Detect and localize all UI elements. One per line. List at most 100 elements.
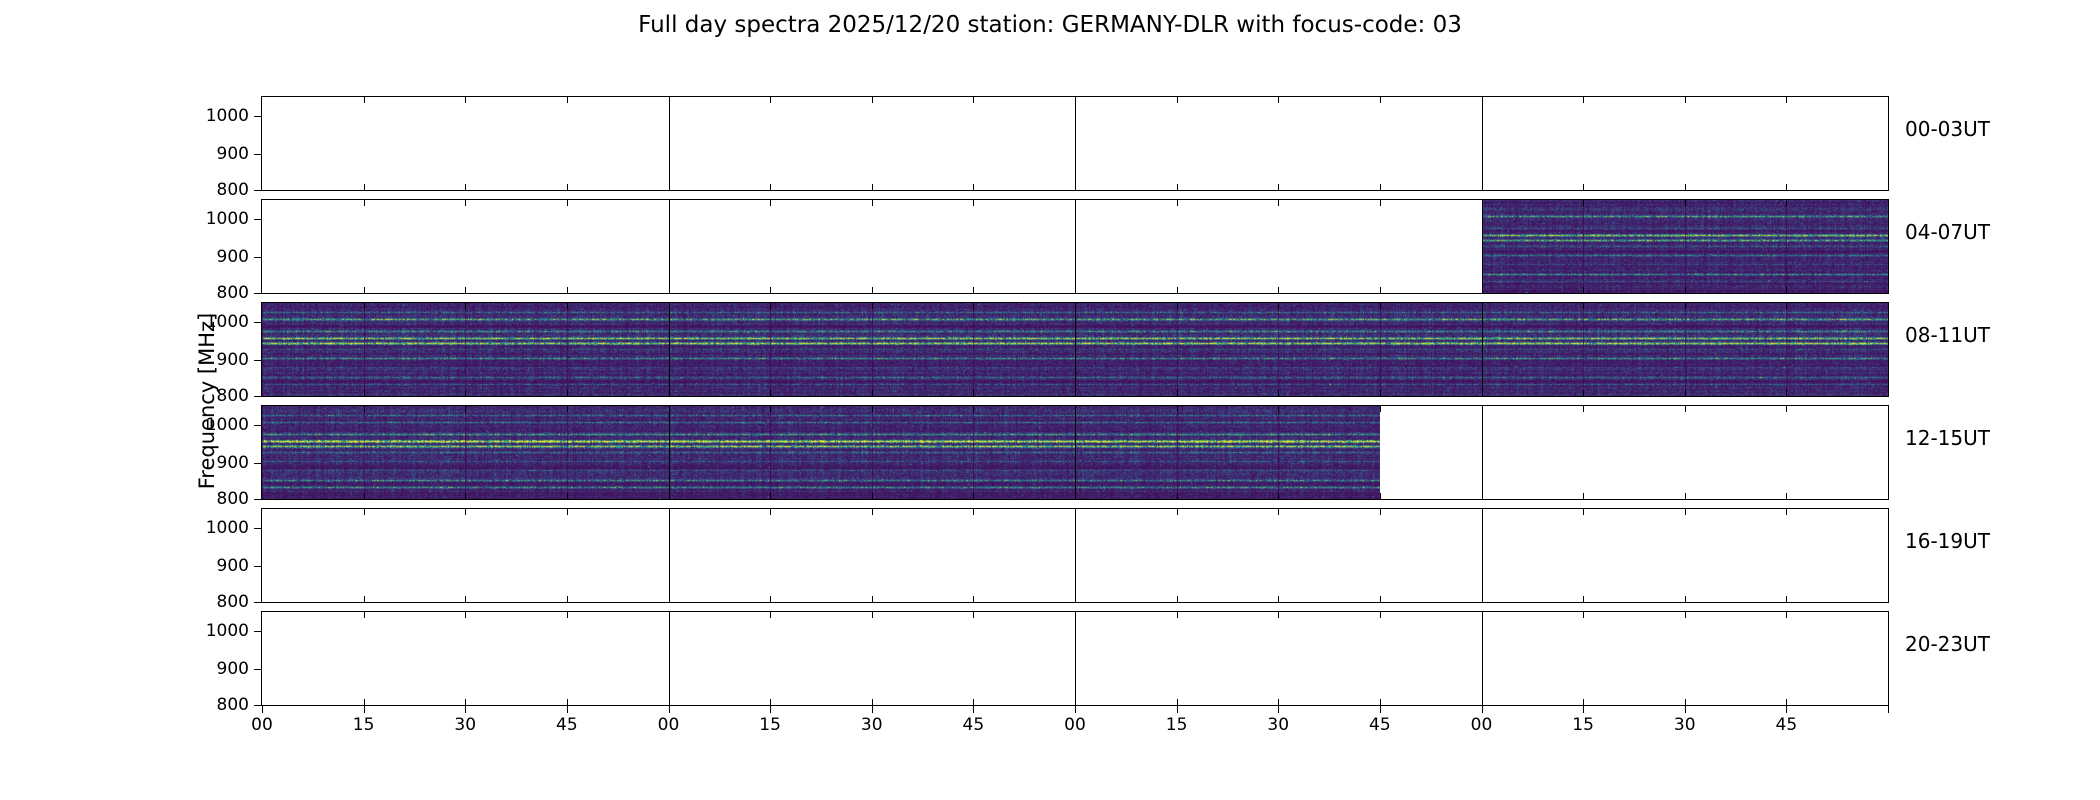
spectra-panel-08-11UT [261, 302, 1889, 397]
spectrogram-segment [1075, 406, 1177, 499]
minor-tick-top [871, 509, 873, 515]
minor-tick-top [1379, 406, 1381, 412]
x-tick [770, 706, 772, 713]
minor-tick-top [770, 200, 772, 206]
minor-tick-bottom [770, 390, 772, 396]
y-tick [254, 154, 261, 155]
minor-tick-bottom [1684, 699, 1686, 705]
minor-tick-top [1684, 406, 1686, 412]
minor-tick-top [1583, 612, 1585, 618]
row-label-20-23UT: 20-23UT [1905, 632, 1990, 656]
minor-tick-bottom [871, 493, 873, 499]
y-tick-label: 900 [216, 453, 249, 473]
minor-tick-top [1583, 406, 1585, 412]
minor-tick-bottom [1684, 184, 1686, 190]
minor-tick-bottom [1176, 184, 1178, 190]
y-tick [254, 425, 261, 426]
minor-tick-top [1278, 612, 1280, 618]
hour-gridline [668, 97, 670, 190]
spectra-panel-00-03UT [261, 96, 1889, 191]
minor-tick-top [973, 303, 975, 309]
minor-tick-top [1786, 97, 1788, 103]
minor-tick-top [770, 303, 772, 309]
x-tick [1684, 706, 1686, 713]
minor-tick-bottom [465, 390, 467, 396]
hour-gridline [668, 200, 670, 293]
x-tick-label: 00 [1064, 715, 1086, 735]
spectrogram-segment [973, 406, 1075, 499]
minor-tick-top [770, 406, 772, 412]
minor-tick-bottom [465, 493, 467, 499]
hour-gridline [1481, 97, 1483, 190]
y-tick [254, 360, 261, 361]
minor-tick-top [1379, 97, 1381, 103]
minor-tick-top [1278, 509, 1280, 515]
minor-tick-bottom [363, 390, 365, 396]
spectrogram-segment [1481, 200, 1584, 293]
spectrogram-segment [566, 303, 669, 396]
hour-gridline [668, 509, 670, 602]
minor-tick-top [566, 406, 568, 412]
x-tick [1278, 706, 1280, 713]
spectrogram-segment [1075, 303, 1177, 396]
spectrogram-segment [1583, 200, 1685, 293]
minor-tick-top [770, 97, 772, 103]
minor-tick-bottom [465, 287, 467, 293]
x-tick [465, 706, 467, 713]
hour-gridline [1075, 406, 1076, 499]
minor-tick-bottom [871, 184, 873, 190]
minor-tick-top [1684, 200, 1686, 206]
y-tick-label: 800 [216, 592, 249, 612]
x-tick-label: 45 [962, 715, 985, 735]
spectrogram-segment [363, 406, 466, 499]
hour-gridline [1075, 612, 1076, 705]
minor-tick-top [566, 612, 568, 618]
spectrogram-segment [973, 303, 1075, 396]
minor-tick-bottom [1786, 390, 1788, 396]
minor-tick-top [1786, 509, 1788, 515]
y-tick [254, 116, 261, 117]
minor-tick-top [363, 406, 365, 412]
minor-tick-bottom [871, 596, 873, 602]
minor-tick-bottom [973, 287, 975, 293]
minor-tick-top [363, 509, 365, 515]
minor-tick-bottom [1684, 287, 1686, 293]
minor-tick-bottom [363, 184, 365, 190]
hour-gridline [1075, 303, 1076, 396]
minor-tick-bottom [1583, 390, 1585, 396]
minor-tick-bottom [1379, 493, 1381, 499]
hour-gridline [1075, 200, 1076, 293]
minor-tick-bottom [973, 390, 975, 396]
y-tick [254, 705, 261, 706]
minor-tick-top [770, 612, 772, 618]
minor-tick-top [363, 97, 365, 103]
spectrogram-segment [1481, 303, 1584, 396]
spectra-panel-04-07UT [261, 199, 1889, 294]
x-tick-label: 15 [1165, 715, 1188, 735]
spectra-panel-20-23UT [261, 611, 1889, 706]
minor-tick-top [1278, 200, 1280, 206]
hour-gridline [668, 406, 670, 499]
hour-gridline [1481, 303, 1483, 396]
minor-tick-bottom [1684, 390, 1686, 396]
hour-gridline [1481, 200, 1483, 293]
minor-tick-bottom [566, 184, 568, 190]
minor-tick-bottom [1379, 699, 1381, 705]
minor-tick-top [566, 97, 568, 103]
minor-tick-top [1379, 612, 1381, 618]
spectra-panel-16-19UT [261, 508, 1889, 603]
minor-tick-top [465, 200, 467, 206]
minor-tick-bottom [973, 493, 975, 499]
minor-tick-bottom [1786, 596, 1788, 602]
x-tick [566, 706, 568, 713]
minor-tick-top [1278, 97, 1280, 103]
minor-tick-bottom [1278, 287, 1280, 293]
spectrogram-segment [1684, 200, 1787, 293]
minor-tick-bottom [1176, 390, 1178, 396]
minor-tick-bottom [1176, 287, 1178, 293]
spectrogram-segment [668, 406, 771, 499]
minor-tick-bottom [1278, 493, 1280, 499]
minor-tick-bottom [1583, 699, 1585, 705]
minor-tick-top [1379, 200, 1381, 206]
y-tick [254, 257, 261, 258]
